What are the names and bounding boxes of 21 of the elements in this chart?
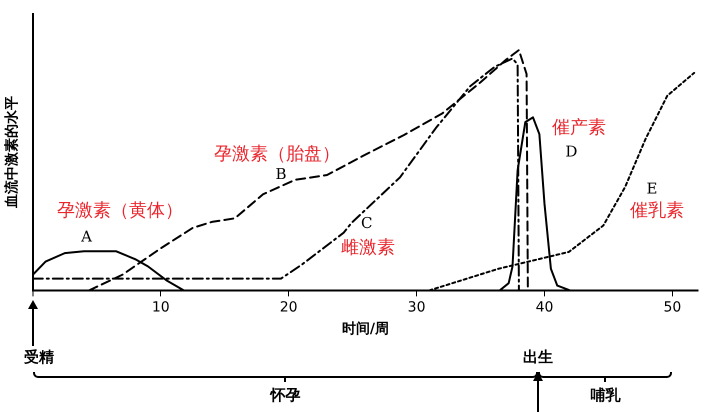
series-label: C (360, 214, 372, 232)
y-axis-title: 血流中激素的水平 (3, 96, 20, 210)
annotation: 孕激素（黄体） (56, 200, 183, 221)
annotation: 催乳素 (630, 200, 684, 221)
series-label: D (565, 142, 578, 161)
annotation: 雌激素 (340, 237, 395, 258)
text: 怀孕 (270, 386, 300, 405)
series-label: A (80, 227, 92, 246)
x-tick-label: 40 (536, 299, 554, 316)
annotation: 催产素 (552, 116, 606, 138)
series-label: B (275, 164, 286, 183)
x-tick-label: 30 (408, 299, 426, 316)
x-axis-title: 时间/周 (342, 321, 389, 338)
text: 哺乳 (590, 386, 620, 405)
x-tick-label: 20 (280, 299, 298, 316)
x-tick-label: 50 (664, 299, 682, 316)
series-label: E (646, 179, 658, 198)
annotation: 受精 (24, 348, 54, 367)
annotation: 孕激素（胎盘） (214, 143, 340, 164)
annotation: 出生 (523, 348, 554, 367)
x-tick-label: 10 (152, 299, 170, 316)
